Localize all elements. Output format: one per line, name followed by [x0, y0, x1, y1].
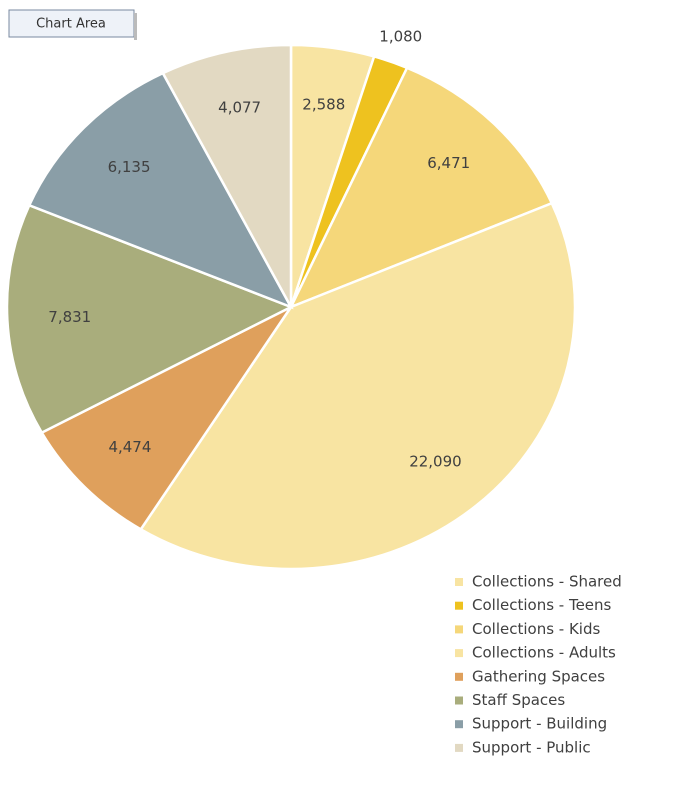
- legend-label: Support - Public: [472, 738, 591, 756]
- pie-slice: [288, 66, 554, 310]
- legend-label: Gathering Spaces: [472, 667, 605, 685]
- pie-slice: [161, 43, 293, 308]
- legend-label: Support - Building: [472, 715, 607, 733]
- tooltip: Chart Area: [36, 17, 106, 32]
- tooltip-shadow: [134, 13, 137, 40]
- legend-label: Collections - Teens: [472, 596, 612, 614]
- data-label: 2,588: [302, 95, 345, 113]
- data-label: 4,077: [218, 99, 261, 117]
- pie-slice: [138, 201, 577, 571]
- legend-label: Collections - Kids: [472, 620, 600, 638]
- data-label: 7,831: [48, 308, 91, 326]
- legend-label: Collections - Adults: [472, 644, 616, 662]
- tooltip-box: [8, 9, 135, 38]
- pie-slice: [40, 303, 295, 532]
- data-label: 6,135: [108, 158, 151, 176]
- legend-swatch: [455, 720, 463, 729]
- legend-swatch: [455, 696, 463, 705]
- legend-label: Collections - Shared: [472, 573, 622, 591]
- legend-swatch: [455, 649, 463, 658]
- pie-slice: [5, 203, 295, 435]
- legend-swatch: [455, 601, 463, 610]
- legend-swatch: [455, 672, 463, 681]
- legend-swatch: [455, 625, 463, 634]
- data-label: 1,080: [379, 28, 422, 46]
- legend-swatch: [455, 743, 463, 752]
- data-label: 4,474: [108, 438, 151, 456]
- data-label: 22,090: [409, 452, 462, 470]
- legend-swatch: [455, 578, 463, 586]
- data-label: 6,471: [427, 154, 470, 172]
- legend-label: Staff Spaces: [472, 691, 565, 709]
- pie-slice: [27, 71, 294, 310]
